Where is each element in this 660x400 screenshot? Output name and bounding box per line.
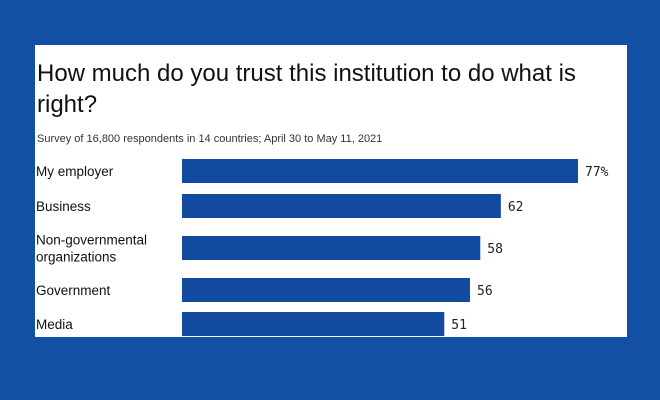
category-label: Government: [36, 283, 111, 298]
bar-5: [182, 312, 445, 336]
value-label: 58: [487, 242, 503, 257]
value-label: 77%: [585, 165, 609, 180]
chart-subtitle: Survey of 16,800 respondents in 14 count…: [37, 133, 383, 145]
chart-card: How much do you trust this institution t…: [35, 45, 627, 337]
bar-4: [182, 278, 470, 302]
bar-2: [182, 194, 501, 218]
category-label: Media: [36, 317, 73, 332]
bar-1: [182, 159, 578, 183]
value-label: 62: [508, 200, 524, 215]
bar-chart: My employer 77% Business 62 Non-governmental…: [36, 159, 609, 336]
value-label: 56: [477, 284, 493, 299]
category-label: organizations: [36, 250, 117, 265]
category-label: Non-governmental: [36, 233, 147, 248]
value-label: 51: [451, 318, 467, 333]
chart-title: How much do you trust this institution t…: [37, 60, 576, 118]
category-label: My employer: [36, 164, 114, 179]
category-label: Business: [36, 199, 91, 214]
bar-3: [182, 236, 481, 260]
